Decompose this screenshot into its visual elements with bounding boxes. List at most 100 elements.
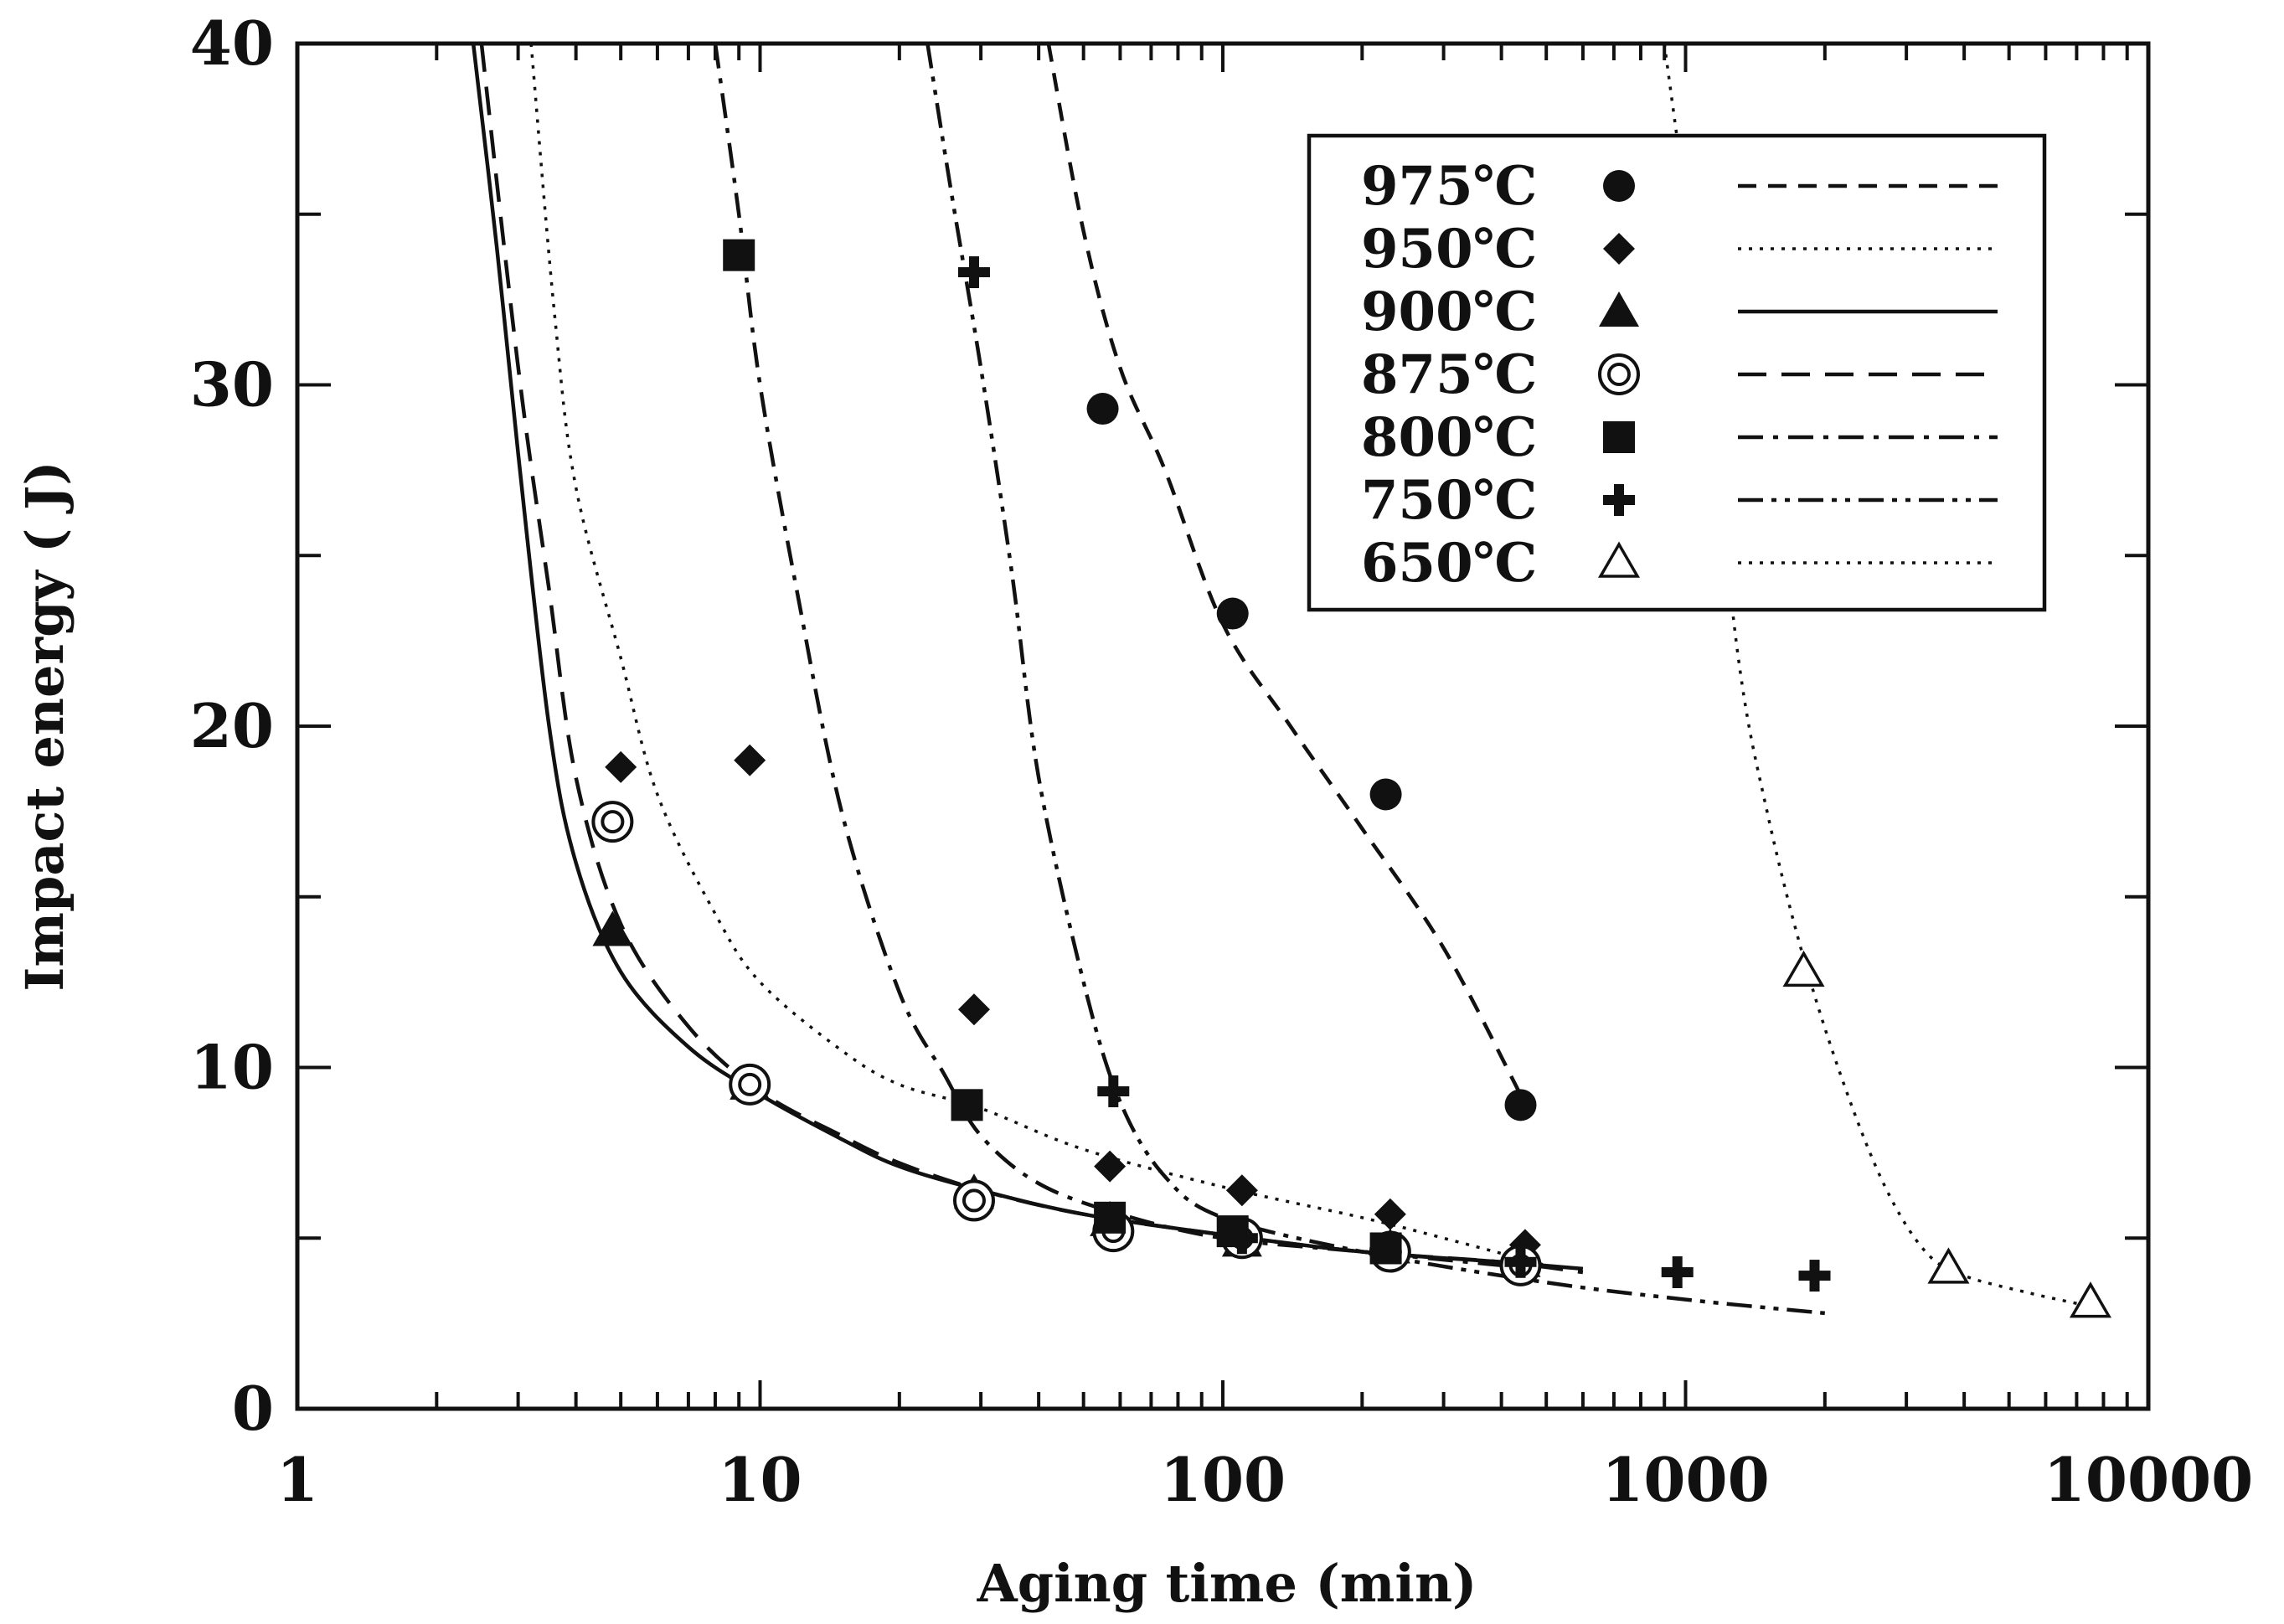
data-point-series-0-shape	[1369, 778, 1402, 811]
legend-marker	[1603, 421, 1635, 453]
y-tick-label: 10	[190, 1032, 274, 1103]
data-point-series-1-shape	[734, 744, 766, 776]
data-point-series-3-shape	[601, 810, 625, 834]
data-point-series-5	[1798, 1260, 1831, 1292]
tick-marks	[296, 42, 2148, 1410]
legend-label: 750℃	[1361, 469, 1537, 532]
data-point-series-5	[957, 256, 990, 289]
fit-curve-1	[529, 44, 1547, 1267]
data-point-series-4-shape	[1094, 1201, 1127, 1234]
data-point-series-4	[1094, 1201, 1127, 1234]
legend-marker-shape	[1614, 484, 1624, 516]
legend-marker	[1603, 170, 1635, 202]
y-tick-label: 40	[190, 8, 274, 79]
x-axis-title: Aging time (min)	[977, 1553, 1477, 1614]
data-point-series-1	[605, 750, 637, 783]
data-point-series-4	[951, 1089, 983, 1121]
legend-marker	[1603, 233, 1635, 265]
data-point-series-6-shape	[2069, 1281, 2112, 1318]
data-point-series-2-shape	[592, 910, 633, 946]
data-point-series-1	[957, 993, 990, 1026]
y-axis-title: Impact energy ( J)	[14, 461, 75, 991]
data-point-series-4-shape	[723, 239, 755, 271]
data-point-series-0	[1216, 597, 1249, 630]
data-point-series-1	[1374, 1198, 1406, 1230]
data-point-series-0-shape	[1504, 1089, 1537, 1121]
data-point-series-5-shape	[1672, 1256, 1683, 1288]
legend-marker	[1599, 291, 1639, 327]
legend-marker-shape	[1603, 421, 1635, 453]
data-point-series-0-shape	[1086, 393, 1119, 425]
data-point-series-1-shape	[1374, 1198, 1406, 1230]
legend-label: 975℃	[1361, 155, 1537, 218]
fit-curve-4	[713, 44, 1502, 1268]
legend-label: 950℃	[1361, 218, 1537, 281]
data-point-series-0	[1369, 778, 1402, 811]
legend-marker-shape	[1607, 363, 1631, 386]
legend-marker-shape	[1603, 170, 1635, 202]
y-tick-label: 0	[232, 1373, 274, 1444]
legend-marker	[1597, 541, 1641, 578]
data-point-series-0-shape	[1216, 597, 1249, 630]
data-point-series-1-shape	[605, 750, 637, 783]
data-point-series-2	[592, 910, 633, 946]
data-point-series-5-shape	[1236, 1222, 1247, 1255]
x-tick-label: 1000	[1601, 1444, 1769, 1515]
data-point-series-5	[1225, 1222, 1258, 1255]
y-tick-label: 30	[190, 349, 274, 420]
plot-frame	[295, 41, 2151, 1411]
data-point-series-4-shape	[951, 1089, 983, 1121]
x-tick-label: 1	[276, 1444, 318, 1515]
data-point-series-0	[1086, 393, 1119, 425]
x-tick-label: 100	[1160, 1444, 1286, 1515]
data-point-series-0	[1504, 1089, 1537, 1121]
legend-label: 800℃	[1361, 406, 1537, 469]
data-point-series-6	[1927, 1247, 1970, 1284]
x-tick-label: 10000	[2044, 1444, 2254, 1515]
fit-curve-5	[925, 44, 1826, 1316]
legend-marker-shape	[1598, 353, 1640, 395]
data-point-series-5-shape	[1809, 1260, 1820, 1292]
legend-marker-shape	[1603, 233, 1635, 265]
data-point-series-4-shape	[1369, 1232, 1402, 1265]
legend-marker	[1598, 353, 1640, 395]
data-point-series-3	[591, 801, 634, 843]
data-point-series-1	[1094, 1150, 1127, 1183]
data-point-series-6	[2069, 1281, 2112, 1318]
data-point-series-1-shape	[1225, 1174, 1258, 1207]
data-point-series-3	[952, 1179, 995, 1222]
tick-labels: 1 10 100 1000 10000 0 10 20 30 40	[190, 8, 2253, 1515]
data-point-series-3-shape	[729, 1063, 771, 1106]
data-point-series-3-shape	[591, 801, 634, 843]
legend-marker	[1603, 484, 1635, 516]
data-point-series-4	[723, 239, 755, 271]
data-point-series-6-shape	[1782, 950, 1825, 987]
data-point-series-5	[1097, 1075, 1130, 1108]
data-point-series-1-shape	[957, 993, 990, 1026]
legend-label: 650℃	[1361, 532, 1537, 595]
legend-marker-shape	[1599, 291, 1639, 327]
data-point-series-1	[1225, 1174, 1258, 1207]
data-point-series-6-shape	[1927, 1247, 1970, 1284]
legend-label: 900℃	[1361, 281, 1537, 343]
data-point-series-5	[1661, 1256, 1694, 1288]
data-point-series-3	[729, 1063, 771, 1106]
legend-marker-shape	[1597, 541, 1641, 578]
data-point-series-5-shape	[1108, 1075, 1119, 1108]
x-tick-label: 10	[718, 1444, 802, 1515]
data-point-series-6	[1782, 950, 1825, 987]
data-point-series-5	[1504, 1245, 1537, 1278]
data-point-series-4	[1369, 1232, 1402, 1265]
data-point-series-1	[734, 744, 766, 776]
data-point-series-5-shape	[1515, 1245, 1526, 1278]
data-point-series-5-shape	[968, 256, 979, 289]
data-point-series-3-shape	[952, 1179, 995, 1222]
legend-label: 875℃	[1361, 343, 1537, 406]
data-points	[591, 239, 2112, 1318]
y-tick-label: 20	[190, 690, 274, 761]
data-point-series-1-shape	[1094, 1150, 1127, 1183]
data-point-series-3-shape	[738, 1072, 762, 1096]
data-point-series-3-shape	[962, 1188, 986, 1213]
